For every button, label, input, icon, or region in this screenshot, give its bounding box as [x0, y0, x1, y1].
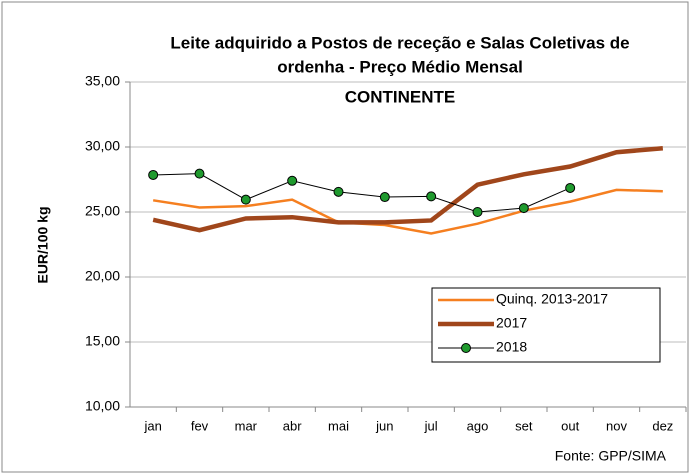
x-tick-label: fev [191, 418, 209, 433]
chart-title: ordenha - Preço Médio Mensal [277, 57, 523, 76]
x-tick-label: dez [652, 418, 673, 433]
point [518, 203, 529, 214]
point [240, 194, 251, 205]
x-tick-label: jun [375, 418, 393, 433]
series-line [153, 173, 571, 213]
point [472, 207, 483, 217]
legend-label: 2018 [496, 339, 527, 355]
source: Fonte: GPP/SIMA [555, 448, 667, 464]
legend-label: 2017 [496, 315, 527, 331]
point [333, 186, 344, 197]
point [148, 169, 159, 180]
x-tick-label: set [515, 418, 533, 433]
x-tick-label: out [561, 418, 579, 433]
y-axis-label: EUR/100 kg [35, 206, 51, 283]
series-line [152, 146, 664, 233]
x-tick-label: mar [235, 418, 258, 433]
x-tick-label: abr [283, 418, 302, 433]
x-tick-label: jul [424, 418, 438, 433]
y-tick-label: 25,00 [85, 203, 120, 219]
series-line [152, 188, 663, 235]
point [194, 168, 205, 179]
point [565, 182, 576, 193]
x-tick-label: nov [606, 418, 627, 433]
point [426, 191, 437, 202]
x-tick-label: jan [143, 418, 161, 433]
y-tick-label: 30,00 [85, 138, 120, 154]
y-tick-label: 35,00 [85, 73, 120, 89]
chart-title: Leite adquirido a Postos de receção e Sa… [170, 33, 629, 52]
chart-subtitle: CONTINENTE [345, 87, 456, 106]
legend-label: Quinq. 2013-2017 [496, 291, 608, 307]
legend-marker [461, 343, 471, 353]
x-tick-label: mai [328, 418, 349, 433]
y-tick-label: 10,00 [85, 398, 120, 414]
x-tick-label: ago [467, 418, 489, 433]
y-tick-label: 15,00 [85, 333, 120, 349]
point [287, 175, 298, 186]
y-tick-label: 20,00 [85, 268, 120, 284]
point [379, 192, 390, 203]
